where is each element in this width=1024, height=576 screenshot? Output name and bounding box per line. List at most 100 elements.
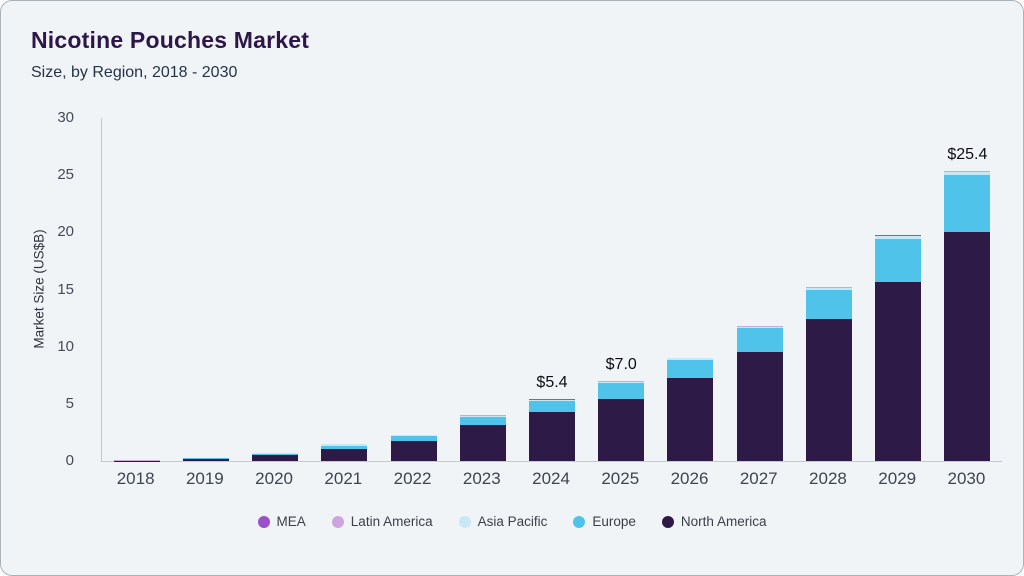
x-tick-label: 2022 — [393, 469, 432, 488]
bar-segment-north-america — [459, 425, 506, 461]
bar-2025 — [598, 381, 645, 461]
x-tick-label: 2025 — [601, 469, 640, 488]
data-label-2025: $7.0 — [605, 355, 637, 373]
legend-label: MEA — [276, 514, 306, 529]
x-tick-label: 2027 — [739, 469, 778, 488]
x-tick-label: 2018 — [116, 469, 155, 488]
bar-segment-europe — [667, 359, 714, 378]
legend-item-north-america: North America — [661, 514, 767, 529]
bar-segment-north-america — [805, 319, 852, 461]
bar-2030 — [944, 170, 991, 461]
bar-2027 — [736, 326, 783, 461]
bar-segment-asia-pacific — [944, 171, 991, 176]
bar-2018 — [113, 460, 160, 461]
bar-2026 — [667, 358, 714, 461]
legend-label: North America — [680, 514, 767, 529]
x-tick-label: 2026 — [670, 469, 709, 488]
bar-segment-north-america — [875, 281, 922, 461]
y-tick-label: 10 — [57, 337, 74, 355]
bar-segment-north-america — [182, 458, 229, 461]
bar-slot — [656, 118, 725, 461]
bar-2023 — [459, 415, 506, 461]
bar-segment-europe — [805, 289, 852, 320]
bars-container — [102, 118, 1002, 461]
x-tick-label: 2030 — [947, 469, 986, 488]
legend-label: Asia Pacific — [477, 514, 548, 529]
bar-segment-north-america — [529, 411, 576, 461]
bar-slot — [310, 118, 379, 461]
bar-segment-north-america — [667, 377, 714, 461]
data-label-2030: $25.4 — [947, 145, 988, 163]
legend-swatch-north-america — [661, 515, 674, 528]
bar-2021 — [321, 443, 368, 461]
legend-swatch-mea — [257, 515, 270, 528]
bar-2019 — [182, 457, 229, 461]
bar-segment-europe — [944, 175, 991, 233]
bar-segment-latin-america — [875, 235, 922, 237]
bar-segment-asia-pacific — [252, 453, 299, 454]
x-tick-label: 2029 — [878, 469, 917, 488]
bar-segment-latin-america — [944, 171, 991, 172]
bar-2024 — [529, 399, 576, 461]
legend-item-asia-pacific: Asia Pacific — [458, 514, 548, 529]
y-tick-label: 30 — [57, 109, 74, 126]
bar-slot — [379, 118, 448, 461]
bar-segment-north-america — [736, 351, 783, 461]
bar-segment-europe — [598, 383, 645, 399]
bar-2028 — [805, 287, 852, 461]
x-axis-labels: 2018 2019 2020 2021 2022 2023 2024 2025 2026 2027… — [101, 469, 1001, 489]
bar-segment-asia-pacific — [805, 287, 852, 290]
bar-segment-asia-pacific — [736, 326, 783, 329]
bar-segment-north-america — [944, 232, 991, 461]
bar-slot — [587, 118, 656, 461]
x-tick-label: 2021 — [324, 469, 363, 488]
y-tick-label: 0 — [65, 452, 74, 469]
bar-segment-europe — [182, 458, 229, 459]
bar-slot — [725, 118, 794, 461]
y-tick-label: 20 — [57, 223, 74, 241]
bar-slot — [864, 118, 933, 461]
bar-segment-asia-pacific — [598, 381, 645, 384]
bar-segment-asia-pacific — [529, 399, 576, 401]
chart-title: Nicotine Pouches Market — [31, 27, 310, 53]
bar-segment-asia-pacific — [390, 434, 437, 436]
bar-segment-europe — [875, 238, 922, 282]
y-tick-label: 25 — [57, 166, 74, 184]
x-tick-label: 2028 — [809, 469, 847, 488]
bar-slot — [448, 118, 517, 461]
bar-slot — [171, 118, 240, 461]
bar-segment-asia-pacific — [459, 415, 506, 417]
bar-2020 — [252, 452, 299, 461]
bar-segment-north-america — [598, 398, 645, 461]
bar-segment-europe — [390, 435, 437, 441]
bar-segment-europe — [736, 328, 783, 352]
bar-segment-asia-pacific — [321, 444, 368, 446]
data-label-2024: $5.4 — [536, 374, 568, 392]
x-tick-label: 2024 — [532, 469, 570, 488]
bar-segment-asia-pacific — [875, 236, 922, 239]
legend-item-mea: MEA — [257, 514, 306, 529]
x-tick-label: 2020 — [255, 469, 293, 488]
bar-segment-europe — [252, 453, 299, 456]
y-tick-label: 5 — [65, 394, 74, 412]
bar-slot — [794, 118, 863, 461]
legend-swatch-latin-america — [331, 515, 344, 528]
bar-2022 — [390, 434, 437, 461]
legend-label: Europe — [592, 514, 636, 529]
legend-swatch-asia-pacific — [458, 515, 471, 528]
legend-item-latin-america: Latin America — [331, 514, 433, 529]
y-axis-ticks: 0 5 10 15 20 25 30 — [1, 109, 87, 469]
y-tick-label: 15 — [57, 280, 74, 298]
bar-segment-europe — [529, 400, 576, 412]
bar-segment-north-america — [252, 455, 299, 461]
bar-segment-asia-pacific — [667, 358, 714, 360]
chart-subtitle: Size, by Region, 2018 - 2030 — [31, 64, 238, 81]
bar-segment-europe — [459, 417, 506, 425]
legend-swatch-europe — [573, 515, 586, 528]
bar-segment-mea — [875, 235, 922, 236]
bar-segment-europe — [321, 445, 368, 449]
bar-segment-north-america — [390, 441, 437, 461]
legend: MEA Latin America Asia Pacific Europe North … — [1, 514, 1023, 529]
legend-item-europe: Europe — [573, 514, 636, 529]
